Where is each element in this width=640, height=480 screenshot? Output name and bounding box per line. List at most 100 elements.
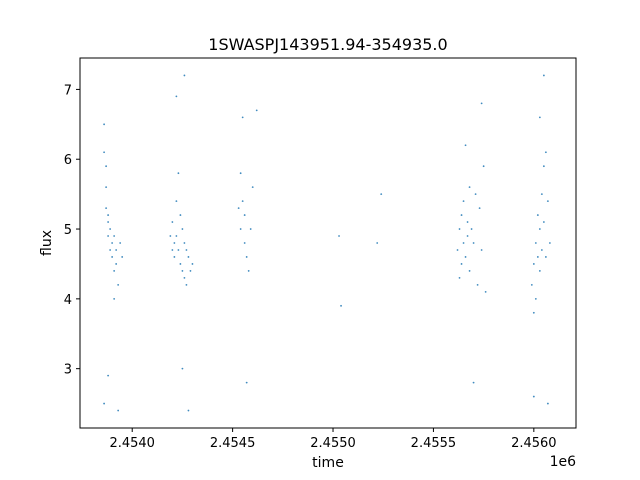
data-point	[245, 256, 248, 258]
data-point	[532, 395, 535, 398]
data-point	[530, 283, 533, 286]
data-point	[107, 214, 110, 216]
data-point	[105, 165, 108, 168]
data-point	[191, 263, 194, 265]
data-point	[542, 165, 545, 168]
data-point	[103, 123, 105, 126]
data-point	[474, 193, 477, 196]
data-point	[470, 228, 473, 230]
y-tick-label: 5	[64, 223, 72, 238]
data-point	[484, 290, 487, 293]
data-point	[179, 263, 182, 265]
data-point	[109, 249, 112, 251]
data-point	[542, 221, 545, 223]
data-point	[119, 242, 122, 244]
data-point	[117, 409, 120, 412]
data-point	[476, 283, 479, 286]
y-tick-label: 7	[64, 83, 72, 98]
x-axis-offset-label: 1e6	[550, 454, 577, 470]
data-point	[187, 409, 190, 412]
data-point	[376, 242, 379, 244]
y-tick-label: 6	[64, 153, 72, 168]
data-point	[103, 402, 105, 405]
data-point	[546, 200, 549, 203]
y-tick-label: 4	[64, 293, 72, 308]
x-tick-label: 2.4550	[310, 436, 356, 451]
data-points	[103, 74, 551, 412]
data-point	[464, 144, 467, 147]
data-point	[107, 235, 110, 237]
data-point	[173, 256, 176, 258]
data-point	[538, 116, 541, 119]
data-point	[534, 297, 537, 300]
data-point	[103, 151, 105, 154]
y-axis-ticks: 3 4 5 6 7	[64, 83, 80, 378]
x-tick-label: 2.4555	[411, 436, 457, 451]
data-point	[105, 186, 108, 189]
data-point	[255, 109, 258, 112]
data-point	[107, 221, 110, 223]
chart-title: 1SWASPJ143951.94-354935.0	[208, 35, 447, 54]
x-tick-label: 2.4540	[109, 436, 155, 451]
data-point	[456, 249, 459, 251]
data-point	[171, 221, 174, 223]
data-point	[534, 242, 537, 244]
data-point	[121, 256, 124, 258]
data-point	[105, 207, 108, 209]
data-point	[169, 235, 172, 237]
data-point	[181, 367, 184, 370]
data-point	[245, 381, 248, 384]
data-point	[241, 116, 244, 119]
data-point	[243, 214, 246, 216]
data-point	[241, 200, 244, 203]
data-point	[181, 228, 184, 230]
data-point	[538, 270, 541, 272]
data-point	[458, 277, 461, 279]
data-point	[538, 228, 541, 230]
data-point	[175, 200, 178, 203]
data-point	[115, 249, 118, 251]
data-point	[185, 249, 188, 251]
data-point	[109, 228, 112, 230]
data-point	[542, 74, 545, 77]
data-point	[466, 221, 469, 223]
data-point	[239, 228, 242, 230]
x-tick-label: 2.4560	[511, 436, 557, 451]
data-point	[249, 228, 252, 230]
data-point	[482, 165, 485, 168]
data-point	[175, 95, 178, 98]
data-point	[183, 242, 186, 244]
plot-frame	[79, 57, 577, 429]
data-point	[468, 186, 471, 189]
data-point	[480, 249, 483, 251]
data-point	[113, 235, 116, 237]
data-point	[540, 193, 543, 196]
data-point	[460, 214, 463, 216]
data-point	[237, 207, 240, 209]
data-point	[478, 207, 481, 209]
data-point	[458, 228, 461, 230]
y-axis-label: flux	[39, 230, 55, 256]
data-point	[187, 256, 190, 258]
data-point	[464, 256, 467, 258]
data-point	[480, 102, 483, 105]
data-point	[175, 235, 178, 237]
data-point	[544, 151, 547, 154]
data-point	[177, 249, 180, 251]
data-point	[247, 270, 250, 272]
data-point	[117, 283, 120, 286]
x-axis-label: time	[312, 455, 344, 471]
data-point	[171, 249, 174, 251]
data-point	[466, 235, 469, 237]
data-point	[460, 263, 463, 265]
data-point	[540, 249, 543, 251]
data-point	[462, 242, 465, 244]
data-point	[113, 270, 116, 272]
data-point	[177, 172, 180, 175]
data-point	[536, 256, 539, 258]
data-point	[111, 242, 114, 244]
data-point	[468, 270, 471, 272]
data-point	[251, 186, 254, 189]
